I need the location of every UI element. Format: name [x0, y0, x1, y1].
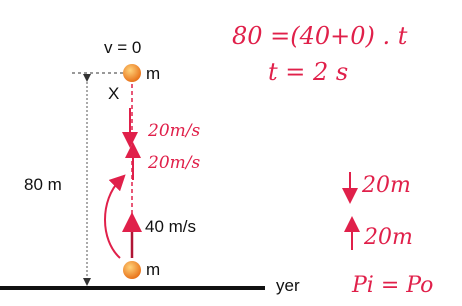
label: 80 m [24, 175, 62, 194]
handwriting: t = 2 s [268, 58, 348, 86]
label: v = 0 [104, 38, 141, 57]
curved-arrow [105, 180, 120, 258]
handwriting: 20m [361, 173, 411, 198]
label: 40 m/s [145, 217, 196, 236]
handwriting: 20m/s [147, 121, 200, 141]
diagram: v = 0 m X 80 m 40 m/s m yer 80 =(40+0) .… [0, 0, 462, 306]
label: X [108, 84, 119, 103]
handwriting: Pi = Po [351, 273, 433, 298]
label: m [146, 260, 160, 279]
ball-bottom [123, 261, 141, 279]
ball-top [123, 64, 141, 82]
label: m [146, 64, 160, 83]
handwriting: 20m [363, 225, 413, 250]
label: yer [276, 276, 300, 295]
handwriting: 20m/s [147, 153, 200, 173]
handwriting: 80 =(40+0) . t [232, 22, 408, 50]
